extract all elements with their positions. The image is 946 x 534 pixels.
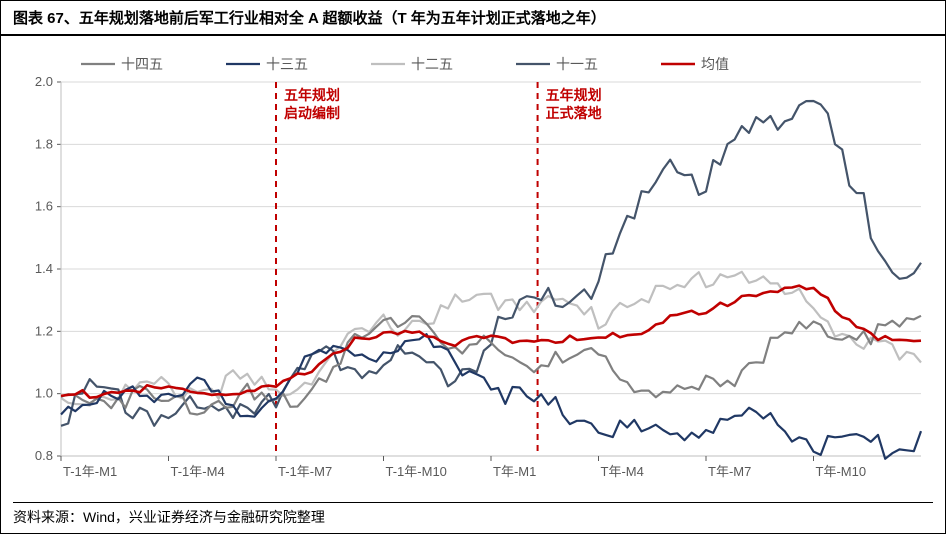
svg-text:1.4: 1.4 <box>35 261 53 276</box>
line-chart-svg: 0.8 1.0 1.2 1.4 1.6 1.8 2.0 T-1年-M1 T-1年-M4 T-1年-… <box>13 46 933 496</box>
svg-text:T年-M10: T年-M10 <box>816 464 867 479</box>
svg-text:T-1年-M1: T-1年-M1 <box>63 464 117 479</box>
svg-text:1.8: 1.8 <box>35 136 53 151</box>
svg-text:启动编制: 启动编制 <box>284 105 340 121</box>
source-text: 资料来源：Wind，兴业证券经济与金融研究院整理 <box>13 502 933 527</box>
svg-text:五年规划: 五年规划 <box>546 87 602 103</box>
svg-text:T年-M1: T年-M1 <box>493 464 536 479</box>
svg-text:2.0: 2.0 <box>35 74 53 89</box>
legend-十一五: 十一五 <box>556 56 598 72</box>
svg-text:T年-M7: T年-M7 <box>708 464 751 479</box>
legend-十二五: 十二五 <box>411 56 453 72</box>
svg-text:T-1年-M7: T-1年-M7 <box>278 464 332 479</box>
svg-text:正式落地: 正式落地 <box>546 105 602 121</box>
chart-title: 图表 67、五年规划落地前后军工行业相对全 A 超额收益（T 年为五年计划正式落… <box>1 1 945 36</box>
svg-text:1.2: 1.2 <box>35 323 53 338</box>
svg-text:T-1年-M4: T-1年-M4 <box>171 464 225 479</box>
chart-container: 图表 67、五年规划落地前后军工行业相对全 A 超额收益（T 年为五年计划正式落… <box>0 0 946 534</box>
svg-text:1.6: 1.6 <box>35 199 53 214</box>
svg-text:0.8: 0.8 <box>35 448 53 463</box>
svg-text:T-1年-M10: T-1年-M10 <box>386 464 447 479</box>
svg-text:T年-M4: T年-M4 <box>601 464 644 479</box>
legend-十四五: 十四五 <box>121 56 163 72</box>
chart-area: 0.8 1.0 1.2 1.4 1.6 1.8 2.0 T-1年-M1 T-1年-M4 T-1年-… <box>13 46 933 496</box>
legend-十三五: 十三五 <box>266 56 308 72</box>
svg-text:五年规划: 五年规划 <box>284 87 340 103</box>
series-十一五 <box>61 101 921 426</box>
series-十四五 <box>61 316 921 415</box>
svg-text:1.0: 1.0 <box>35 386 53 401</box>
legend-均值: 均值 <box>701 56 729 72</box>
